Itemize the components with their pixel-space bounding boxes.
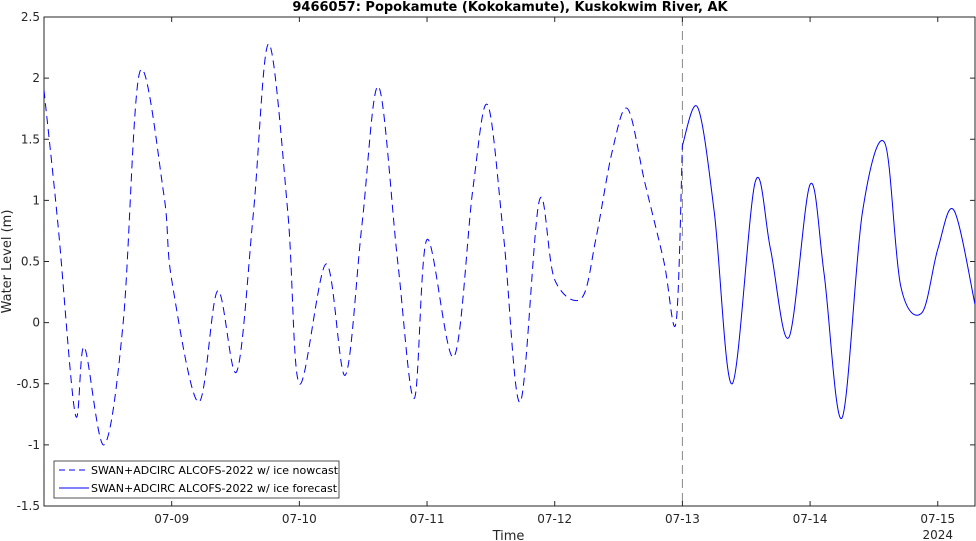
series-line-nowcast (43, 43, 683, 446)
series-line-forecast (681, 105, 976, 419)
x-axis-title: Time (492, 529, 525, 541)
y-tick-label: 0.5 (21, 255, 40, 269)
x-tick-label: 07-10 (282, 512, 317, 526)
legend-box (53, 460, 340, 499)
x-tick-label: 07-09 (154, 512, 189, 526)
y-axis: -1.5 -1 -0.5 0 0.5 1 1.5 2 2.5 (17, 10, 975, 513)
legend-label-nowcast: SWAN+ADCIRC ALCOFS-2022 w/ ice nowcast (91, 464, 339, 477)
x-tick-label: 07-11 (410, 512, 445, 526)
y-tick-label: 1 (32, 193, 40, 207)
x-axis: 07-09 07-10 07-11 07-12 07-13 07-14 07-15 (154, 17, 955, 526)
series-layer (43, 43, 976, 446)
chart-title: 9466057: Popokamute (Kokokamute), Kuskok… (292, 0, 728, 15)
y-axis-title: Water Level (m) (0, 210, 15, 314)
y-tick-label: 1.5 (21, 132, 40, 146)
y-tick-label: 2.5 (21, 10, 40, 24)
x-tick-label: 07-14 (793, 512, 828, 526)
y-tick-label: 2 (32, 71, 40, 85)
x-axis-year-label: 2024 (922, 528, 953, 541)
legend-label-forecast: SWAN+ADCIRC ALCOFS-2022 w/ ice forecast (91, 482, 338, 495)
y-tick-label: -1 (28, 438, 40, 452)
y-tick-label: 0 (32, 316, 40, 330)
x-tick-label: 07-13 (665, 512, 700, 526)
x-tick-label: 07-12 (537, 512, 572, 526)
y-tick-label: -0.5 (17, 377, 40, 391)
y-tick-label: -1.5 (17, 499, 40, 513)
plot-area (43, 16, 976, 507)
legend: SWAN+ADCIRC ALCOFS-2022 w/ ice nowcast S… (53, 460, 340, 499)
x-tick-label: 07-15 (920, 512, 955, 526)
